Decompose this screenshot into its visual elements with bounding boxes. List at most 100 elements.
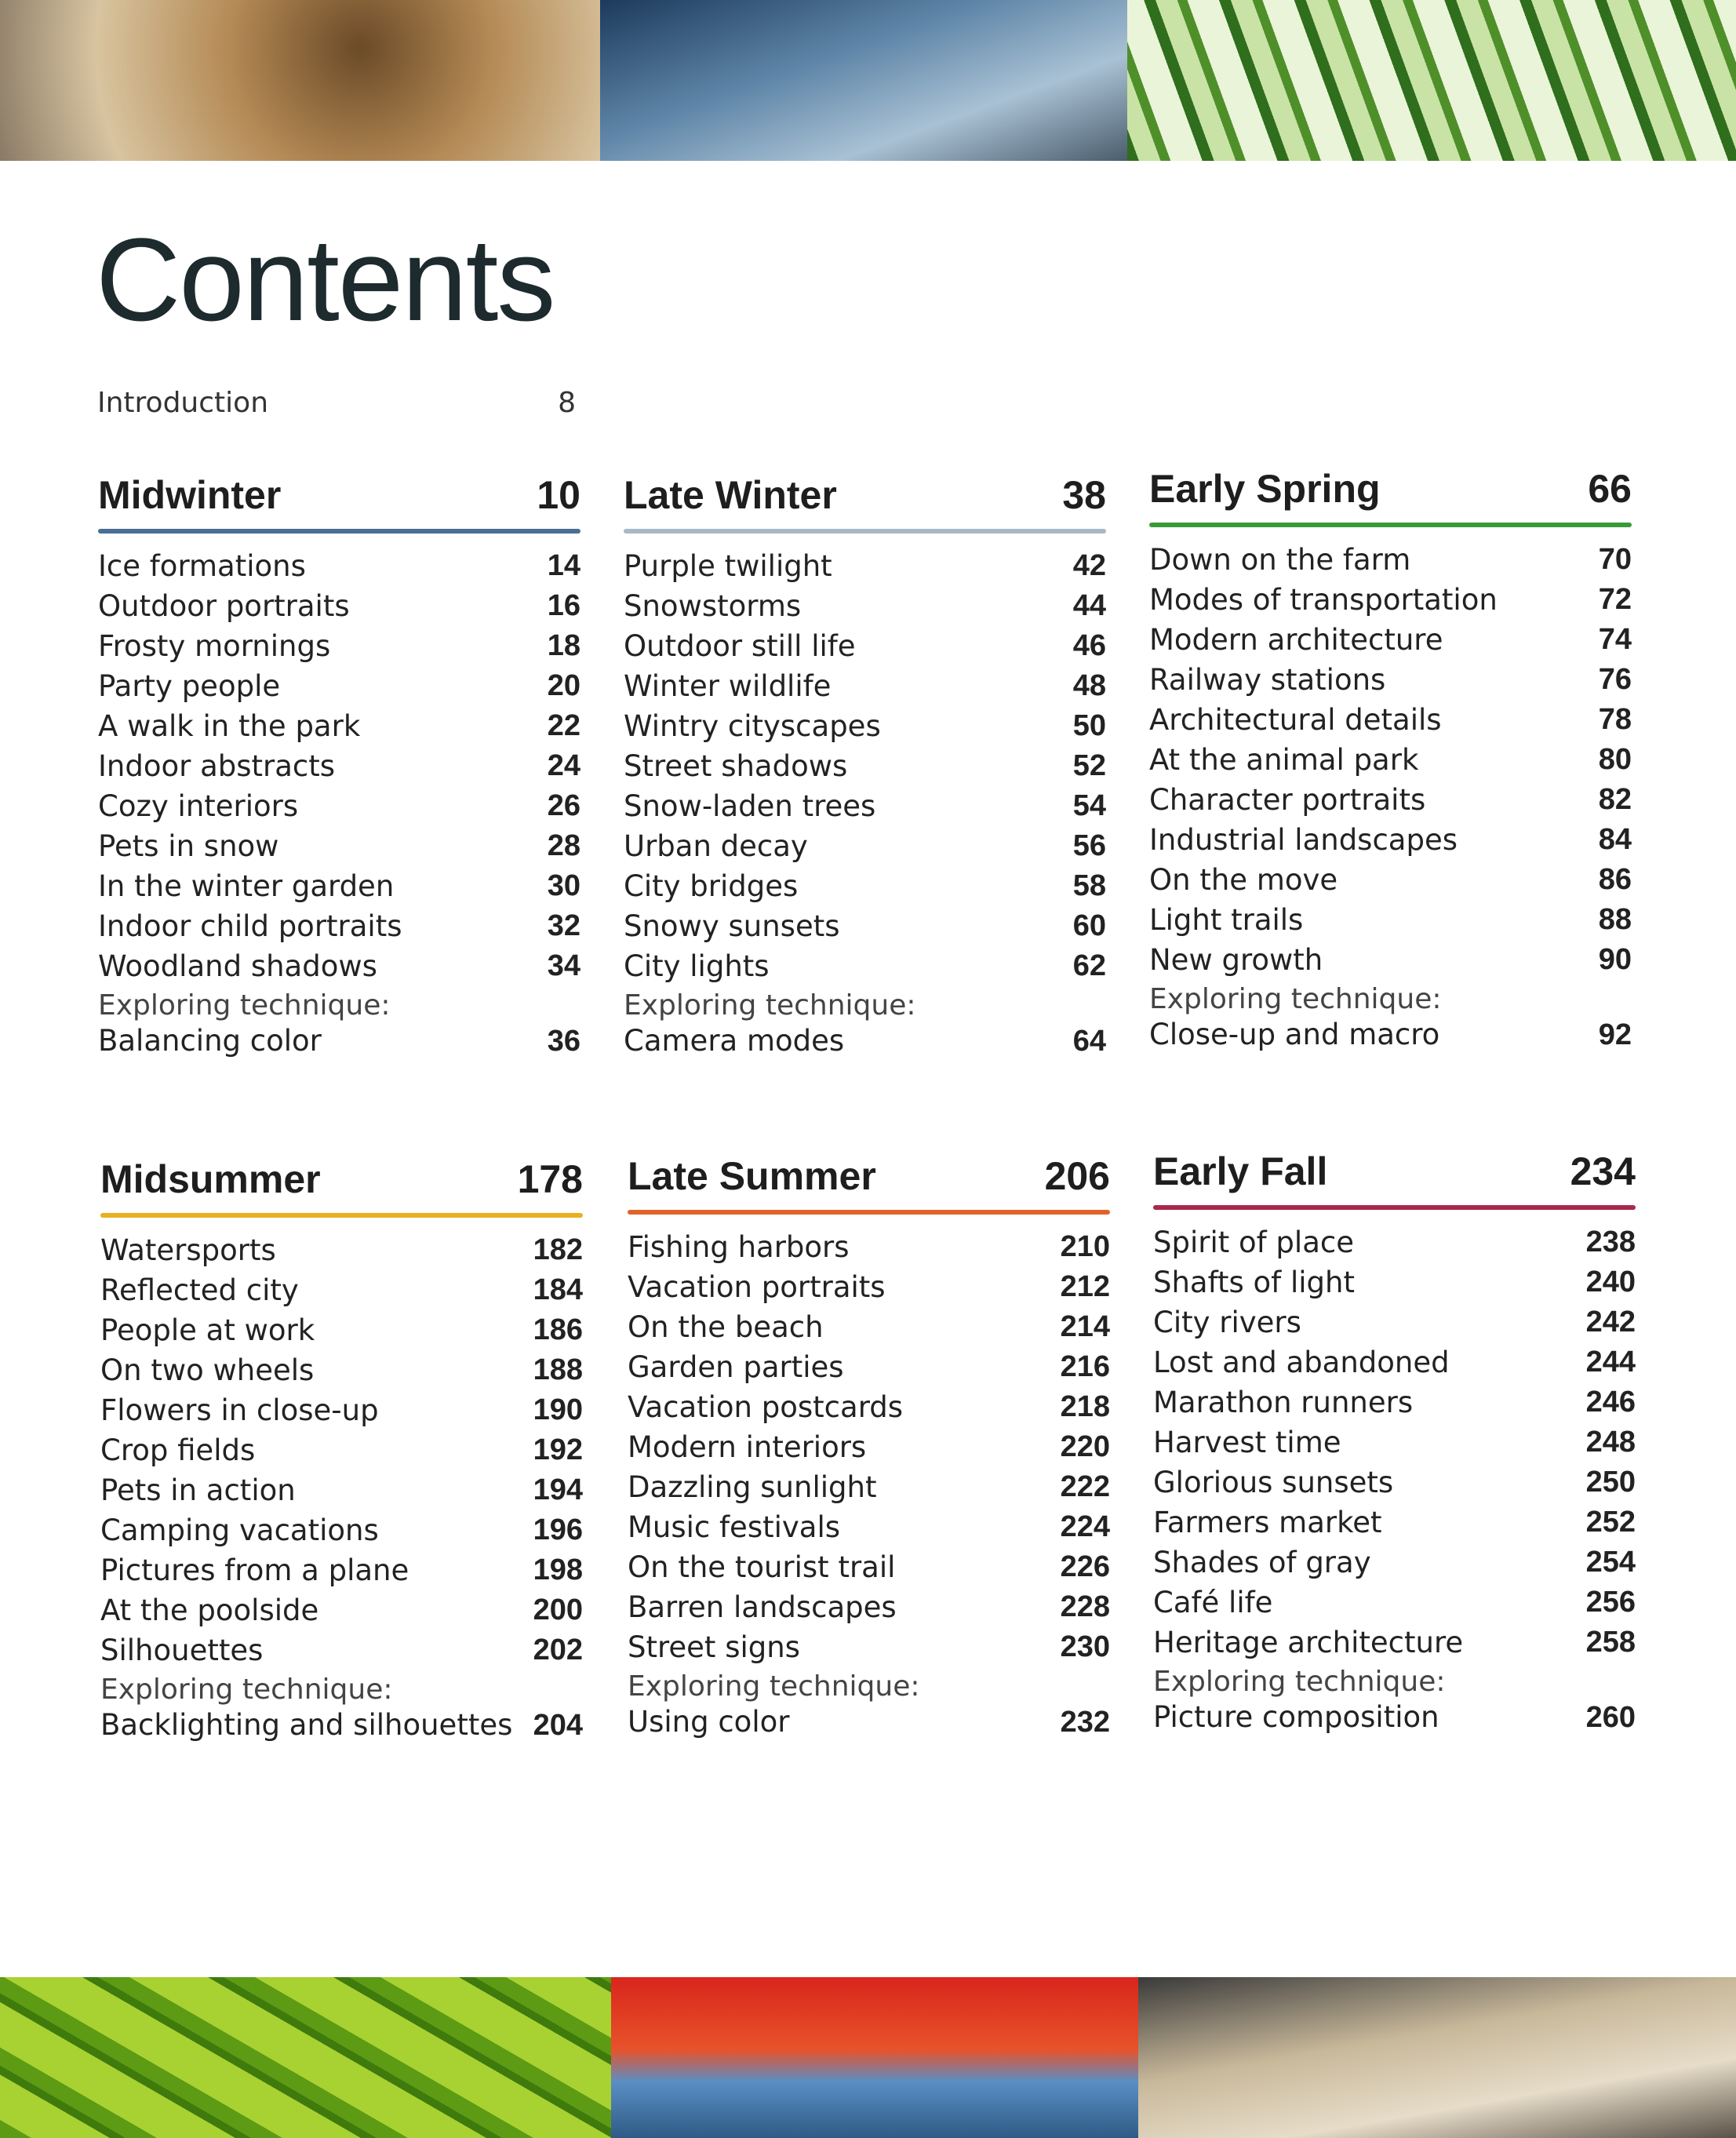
toc-entry[interactable]: Snow-laden trees 54 — [624, 786, 1106, 826]
toc-entry[interactable]: Watersports 182 — [100, 1230, 583, 1270]
toc-entry[interactable]: Lost and abandoned 244 — [1153, 1342, 1636, 1382]
toc-entry[interactable]: Outdoor still life 46 — [624, 626, 1106, 666]
toc-entry[interactable]: On the tourist trail 226 — [628, 1547, 1110, 1587]
toc-entry[interactable]: Industrial landscapes 84 — [1149, 820, 1632, 860]
toc-entry[interactable]: On the move 86 — [1149, 860, 1632, 900]
toc-entry[interactable]: Camping vacations 196 — [100, 1510, 583, 1550]
toc-entry[interactable]: Indoor abstracts 24 — [98, 746, 580, 786]
entry-page: 76 — [1598, 663, 1632, 696]
toc-entry[interactable]: Modern architecture 74 — [1149, 620, 1632, 660]
technique-entry[interactable]: Using color 232 — [628, 1703, 1110, 1741]
toc-entry[interactable]: Spirit of place 238 — [1153, 1222, 1636, 1262]
toc-entry[interactable]: Farmers market 252 — [1153, 1502, 1636, 1542]
toc-entry[interactable]: Party people 20 — [98, 666, 580, 706]
toc-entry[interactable]: Ice formations 14 — [98, 546, 580, 586]
toc-entry[interactable]: Crop fields 192 — [100, 1430, 583, 1470]
toc-entry[interactable]: Pets in action 194 — [100, 1470, 583, 1510]
section-early-spring: Early Spring 66 Down on the farm 70 Modes of… — [1149, 457, 1632, 1054]
toc-entry[interactable]: Heritage architecture 258 — [1153, 1623, 1636, 1663]
section-heading[interactable]: Late Winter 38 — [624, 463, 1106, 518]
technique-entry[interactable]: Backlighting and silhouettes 204 — [100, 1706, 583, 1744]
toc-entry[interactable]: Frosty mornings 18 — [98, 626, 580, 666]
toc-entry[interactable]: Harvest time 248 — [1153, 1422, 1636, 1462]
toc-entry[interactable]: City rivers 242 — [1153, 1302, 1636, 1342]
entry-page: 216 — [1060, 1350, 1110, 1383]
toc-entry[interactable]: Café life 256 — [1153, 1583, 1636, 1623]
toc-entry[interactable]: Street shadows 52 — [624, 746, 1106, 786]
toc-entry[interactable]: On two wheels 188 — [100, 1350, 583, 1390]
toc-entry[interactable]: Railway stations 76 — [1149, 660, 1632, 700]
toc-entry[interactable]: Street signs 230 — [628, 1627, 1110, 1667]
toc-entry[interactable]: Snowstorms 44 — [624, 586, 1106, 626]
toc-entry[interactable]: Down on the farm 70 — [1149, 540, 1632, 580]
toc-entry[interactable]: New growth 90 — [1149, 940, 1632, 980]
toc-entry[interactable]: Outdoor portraits 16 — [98, 586, 580, 626]
technique-entry[interactable]: Picture composition 260 — [1153, 1699, 1636, 1736]
toc-entry[interactable]: Character portraits 82 — [1149, 780, 1632, 820]
toc-entry[interactable]: City lights 62 — [624, 946, 1106, 986]
toc-entry[interactable]: Snowy sunsets 60 — [624, 906, 1106, 946]
toc-entry[interactable]: Glorious sunsets 250 — [1153, 1462, 1636, 1502]
entry-title: Party people — [98, 669, 281, 703]
toc-entry[interactable]: Indoor child portraits 32 — [98, 906, 580, 946]
entry-page: 78 — [1598, 703, 1632, 736]
entry-page: 56 — [1072, 829, 1106, 862]
section-heading[interactable]: Early Fall 234 — [1153, 1139, 1636, 1194]
entry-page: 244 — [1585, 1346, 1636, 1379]
toc-entry[interactable]: On the beach 214 — [628, 1307, 1110, 1347]
toc-entry[interactable]: Purple twilight 42 — [624, 546, 1106, 586]
toc-entry[interactable]: Flowers in close-up 190 — [100, 1390, 583, 1430]
entry-title: Vacation portraits — [628, 1270, 886, 1304]
entry-title: On the tourist trail — [628, 1550, 896, 1584]
section-heading[interactable]: Early Spring 66 — [1149, 457, 1632, 512]
intro-entry[interactable]: Introduction 8 — [97, 387, 576, 419]
entry-page: 20 — [547, 669, 580, 702]
toc-entry[interactable]: Shades of gray 254 — [1153, 1542, 1636, 1583]
toc-entry[interactable]: Garden parties 216 — [628, 1347, 1110, 1387]
toc-entry[interactable]: Vacation portraits 212 — [628, 1267, 1110, 1307]
toc-entry[interactable]: Wintry cityscapes 50 — [624, 706, 1106, 746]
technique-entry[interactable]: Balancing color 36 — [98, 1022, 580, 1060]
entry-page: 72 — [1598, 583, 1632, 616]
entry-title: Light trails — [1149, 903, 1304, 937]
section-heading[interactable]: Late Summer 206 — [628, 1144, 1110, 1199]
toc-entry[interactable]: Vacation postcards 218 — [628, 1387, 1110, 1427]
entry-title: Outdoor still life — [624, 629, 856, 663]
toc-entry[interactable]: Fishing harbors 210 — [628, 1227, 1110, 1267]
toc-entry[interactable]: At the animal park 80 — [1149, 740, 1632, 780]
toc-entry[interactable]: Reflected city 184 — [100, 1270, 583, 1310]
toc-entry[interactable]: Music festivals 224 — [628, 1507, 1110, 1547]
toc-entry[interactable]: Barren landscapes 228 — [628, 1587, 1110, 1627]
technique-entry[interactable]: Camera modes 64 — [624, 1022, 1106, 1060]
section-heading[interactable]: Midsummer 178 — [100, 1147, 583, 1202]
toc-entry[interactable]: Shafts of light 240 — [1153, 1262, 1636, 1302]
entry-title: Railway stations — [1149, 663, 1386, 697]
entry-title: Street signs — [628, 1630, 800, 1664]
toc-entry[interactable]: Winter wildlife 48 — [624, 666, 1106, 706]
entry-page: 238 — [1585, 1226, 1636, 1258]
toc-entry[interactable]: Modes of transportation 72 — [1149, 580, 1632, 620]
section-heading[interactable]: Midwinter 10 — [98, 463, 580, 518]
toc-entry[interactable]: Marathon runners 246 — [1153, 1382, 1636, 1422]
toc-entry[interactable]: Architectural details 78 — [1149, 700, 1632, 740]
toc-entry[interactable]: A walk in the park 22 — [98, 706, 580, 746]
toc-entry[interactable]: Pictures from a plane 198 — [100, 1550, 583, 1590]
toc-entry[interactable]: Dazzling sunlight 222 — [628, 1467, 1110, 1507]
toc-entry[interactable]: People at work 186 — [100, 1310, 583, 1350]
toc-entry[interactable]: City bridges 58 — [624, 866, 1106, 906]
toc-entry[interactable]: Pets in snow 28 — [98, 826, 580, 866]
toc-entry[interactable]: At the poolside 200 — [100, 1590, 583, 1630]
toc-entry[interactable]: Woodland shadows 34 — [98, 946, 580, 986]
toc-entry[interactable]: Light trails 88 — [1149, 900, 1632, 940]
technique-entry[interactable]: Close-up and macro 92 — [1149, 1016, 1632, 1054]
toc-entry[interactable]: Cozy interiors 26 — [98, 786, 580, 826]
toc-entry[interactable]: In the winter garden 30 — [98, 866, 580, 906]
entry-title: On two wheels — [100, 1353, 315, 1387]
toc-entry[interactable]: Silhouettes 202 — [100, 1630, 583, 1670]
toc-entry[interactable]: Urban decay 56 — [624, 826, 1106, 866]
entry-page: 62 — [1072, 949, 1106, 982]
photo-red-flags — [611, 1977, 1138, 2138]
entry-title: Modern architecture — [1149, 623, 1443, 657]
toc-entry[interactable]: Modern interiors 220 — [628, 1427, 1110, 1467]
entry-title: Industrial landscapes — [1149, 823, 1458, 857]
